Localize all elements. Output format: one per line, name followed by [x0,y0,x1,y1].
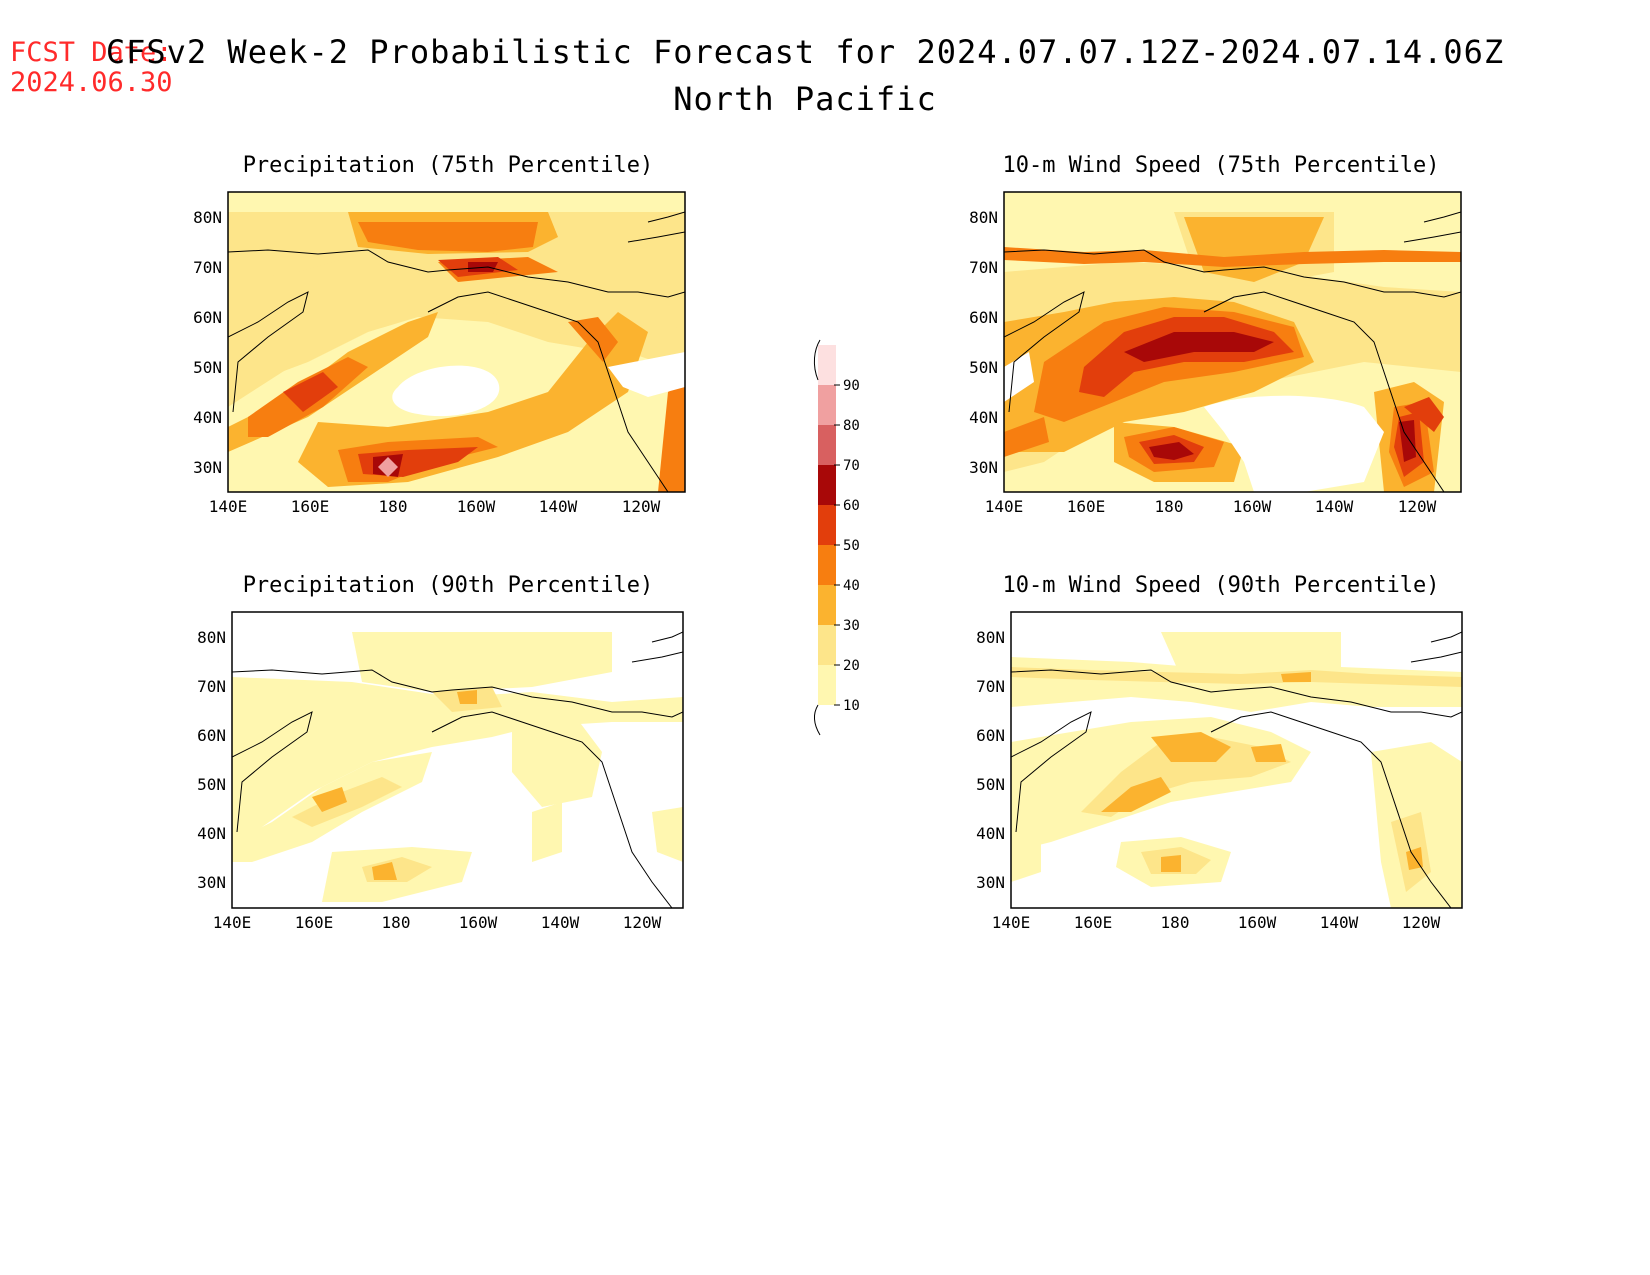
panel-title-precip-75: Precipitation (75th Percentile) [242,153,654,178]
lat-axis: 80N 70N 60N 50N 40N 30N [976,628,1005,892]
main-title: CFSv2 Week-2 Probabilistic Forecast for … [105,33,1505,71]
lat-label: 60N [197,726,226,745]
lon-label: 140W [1320,913,1359,932]
lat-label: 60N [976,726,1005,745]
map-precip-90: 80N 70N 60N 50N 40N 30N 140E 160E 180 16… [197,611,684,932]
lat-axis: 80N 70N 60N 50N 40N 30N [197,628,226,892]
lon-axis: 140E 160E 180 160W 140W 120W [985,497,1437,516]
lat-axis: 80N 70N 60N 50N 40N 30N [193,208,222,477]
colorbar-swatch [818,545,836,585]
lon-label: 140E [209,497,248,516]
lat-label: 70N [969,258,998,277]
lon-label: 120W [1402,913,1441,932]
forecast-date-value: 2024.06.30 [10,67,173,98]
lat-label: 30N [193,458,222,477]
lon-label: 160E [1074,913,1113,932]
colorbar-label: 30 [843,618,860,634]
lat-label: 70N [193,258,222,277]
lon-axis: 140E 160E 180 160W 140W 120W [209,497,661,516]
lon-label: 180 [1155,497,1184,516]
panel-title-wind-90: 10-m Wind Speed (90th Percentile) [1002,573,1440,598]
lon-label: 160E [295,913,334,932]
colorbar-label: 90 [843,378,860,394]
lon-label: 160W [1233,497,1272,516]
lon-label: 160E [291,497,330,516]
map-wind-75: 80N 70N 60N 50N 40N 30N 140E 160E 180 16… [969,191,1462,516]
colorbar: 10 20 30 40 50 60 70 80 90 [813,339,860,736]
lat-label: 30N [969,458,998,477]
panel-title-wind-75: 10-m Wind Speed (75th Percentile) [1002,153,1440,178]
lat-label: 70N [976,677,1005,696]
colorbar-swatch [818,385,836,425]
colorbar-swatch [818,665,836,705]
lat-label: 50N [197,775,226,794]
lat-label: 50N [969,358,998,377]
colorbar-swatch [818,465,836,505]
panel-title-precip-90: Precipitation (90th Percentile) [242,573,654,598]
lat-label: 70N [197,677,226,696]
lon-label: 160W [1238,913,1277,932]
lat-label: 80N [193,208,222,227]
colorbar-swatch [818,425,836,465]
colorbar-swatch [818,505,836,545]
lon-label: 140W [541,913,580,932]
lon-label: 140W [539,497,578,516]
lat-label: 60N [193,308,222,327]
lon-label: 180 [382,913,411,932]
forecast-date-label: FCST Date: [10,37,173,68]
colorbar-label: 10 [843,698,860,714]
colorbar-label: 80 [843,418,860,434]
colorbar-swatch [818,345,836,385]
lon-label: 140W [1315,497,1354,516]
colorbar-label: 70 [843,458,860,474]
colorbar-label: 40 [843,578,860,594]
colorbar-label: 20 [843,658,860,674]
colorbar-label: 50 [843,538,860,554]
lat-label: 80N [197,628,226,647]
lat-label: 60N [969,308,998,327]
lon-axis: 140E 160E 180 160W 140W 120W [992,913,1441,932]
colorbar-swatch [818,585,836,625]
lat-label: 40N [193,408,222,427]
lat-label: 50N [976,775,1005,794]
colorbar-swatch [818,625,836,665]
lat-axis: 80N 70N 60N 50N 40N 30N [969,208,998,477]
lon-label: 140E [992,913,1031,932]
map-precip-75: 80N 70N 60N 50N 40N 30N 140E 160E 180 16… [193,191,686,516]
lat-label: 80N [976,628,1005,647]
lon-label: 180 [1161,913,1190,932]
lat-label: 30N [197,873,226,892]
map-wind-90: 80N 70N 60N 50N 40N 30N 140E 160E 180 16… [976,611,1463,932]
lon-label: 120W [623,913,662,932]
lon-label: 180 [379,497,408,516]
lon-axis: 140E 160E 180 160W 140W 120W [213,913,662,932]
lon-label: 120W [622,497,661,516]
lat-label: 80N [969,208,998,227]
forecast-date-block: FCST Date: 2024.06.30 [10,38,173,98]
lat-label: 30N [976,873,1005,892]
lat-label: 50N [193,358,222,377]
lon-label: 160W [459,913,498,932]
lon-label: 140E [213,913,252,932]
lat-label: 40N [197,824,226,843]
lat-label: 40N [976,824,1005,843]
region-subtitle: North Pacific [673,80,937,118]
lon-label: 160W [457,497,496,516]
lat-label: 40N [969,408,998,427]
colorbar-label: 60 [843,498,860,514]
lon-label: 140E [985,497,1024,516]
lon-label: 160E [1067,497,1106,516]
lon-label: 120W [1398,497,1437,516]
